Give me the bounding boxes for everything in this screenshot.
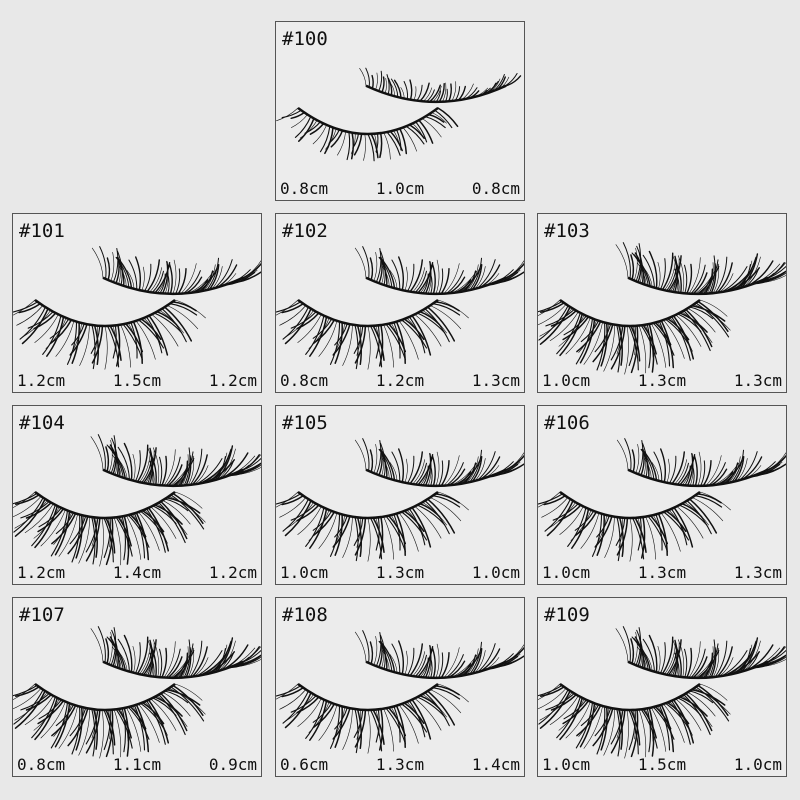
lash-length-label: 1.0cm <box>733 755 782 774</box>
lower-lash-strip <box>13 298 206 370</box>
lash-length-label: 1.2cm <box>17 371 66 390</box>
lash-tile: #108 0.6cm 1.3cm 1.4cm <box>275 597 525 777</box>
upper-lash-strip <box>615 626 786 680</box>
upper-lash-strip <box>359 67 522 104</box>
upper-lash-strip <box>354 246 524 296</box>
lash-tile: #102 0.8cm 1.2cm 1.3cm <box>275 213 525 393</box>
lash-length-label: 1.4cm <box>471 755 520 774</box>
product-code: #104 <box>19 412 65 434</box>
lash-tile: #103 1.0cm 1.3cm 1.3cm <box>537 213 787 393</box>
eyelash-pair-image <box>13 434 261 567</box>
lash-tile: #104 1.2cm 1.4cm 1.2cm <box>12 405 262 585</box>
lash-length-label: 0.8cm <box>17 755 66 774</box>
upper-lash-strip <box>616 438 786 488</box>
upper-lash-strip <box>354 630 524 680</box>
lash-length-label: 0.8cm <box>471 179 520 198</box>
lower-lash-strip <box>538 682 731 759</box>
lash-tile: #109 1.0cm 1.5cm 1.0cm <box>537 597 787 777</box>
upper-lash-strip <box>90 434 261 488</box>
lash-length-row: 0.8cm 1.0cm 0.8cm <box>280 179 520 198</box>
lower-lash-strip <box>276 682 469 754</box>
lash-length-row: 0.6cm 1.3cm 1.4cm <box>280 755 520 774</box>
lash-tile: #106 1.0cm 1.3cm 1.3cm <box>537 405 787 585</box>
lash-length-label: 1.0cm <box>542 755 591 774</box>
lash-length-label: 1.5cm <box>637 755 687 774</box>
lash-length-label: 1.3cm <box>375 563 425 582</box>
lash-length-label: 1.3cm <box>637 563 687 582</box>
lower-lash-strip <box>13 490 206 567</box>
lower-lash-strip <box>276 298 469 370</box>
lash-length-label: 0.8cm <box>280 179 329 198</box>
lash-length-label: 1.3cm <box>637 371 687 390</box>
lower-lash-strip <box>13 682 206 759</box>
eyelash-pair-image <box>276 438 524 562</box>
lash-length-label: 1.2cm <box>208 563 257 582</box>
lash-length-label: 1.3cm <box>733 371 782 390</box>
product-code: #101 <box>19 220 65 242</box>
lash-length-label: 1.0cm <box>375 179 425 198</box>
lash-length-label: 1.0cm <box>542 371 591 390</box>
lash-length-label: 1.3cm <box>375 755 425 774</box>
lash-length-row: 1.0cm 1.3cm 1.0cm <box>280 563 520 582</box>
eyelash-pair-image <box>276 246 524 370</box>
lash-length-label: 1.0cm <box>542 563 591 582</box>
lash-length-label: 1.2cm <box>208 371 257 390</box>
lash-length-label: 1.3cm <box>733 563 782 582</box>
eyelash-pair-image <box>13 626 261 759</box>
product-code: #100 <box>282 28 328 50</box>
lash-length-label: 1.1cm <box>112 755 162 774</box>
eyelash-pair-image <box>538 242 786 375</box>
lash-tile: #107 0.8cm 1.1cm 0.9cm <box>12 597 262 777</box>
eyelash-pair-image <box>538 438 786 562</box>
eyelash-pair-image <box>538 626 786 759</box>
eyelash-pair-image <box>13 246 261 370</box>
product-code: #107 <box>19 604 65 626</box>
lash-tile: #100 0.8cm 1.0cm 0.8cm <box>275 21 525 201</box>
lash-length-label: 1.5cm <box>112 371 162 390</box>
lash-length-row: 1.0cm 1.3cm 1.3cm <box>542 563 782 582</box>
lash-length-row: 1.2cm 1.5cm 1.2cm <box>17 371 257 390</box>
lash-length-label: 1.4cm <box>112 563 162 582</box>
upper-lash-strip <box>90 626 261 680</box>
product-code: #105 <box>282 412 328 434</box>
lower-lash-strip <box>538 490 731 562</box>
lower-lash-strip <box>276 106 459 162</box>
product-code: #106 <box>544 412 590 434</box>
lash-length-label: 0.8cm <box>280 371 329 390</box>
lash-length-row: 0.8cm 1.1cm 0.9cm <box>17 755 257 774</box>
lower-lash-strip <box>538 298 731 375</box>
product-code: #103 <box>544 220 590 242</box>
eyelash-pair-image <box>276 67 522 162</box>
product-code: #109 <box>544 604 590 626</box>
lash-length-label: 1.3cm <box>471 371 520 390</box>
lash-length-label: 0.6cm <box>280 755 329 774</box>
lash-length-row: 1.0cm 1.5cm 1.0cm <box>542 755 782 774</box>
lash-length-label: 1.0cm <box>280 563 329 582</box>
upper-lash-strip <box>354 438 524 488</box>
product-code: #102 <box>282 220 328 242</box>
lash-length-row: 1.2cm 1.4cm 1.2cm <box>17 563 257 582</box>
upper-lash-strip <box>91 246 261 296</box>
lash-length-row: 1.0cm 1.3cm 1.3cm <box>542 371 782 390</box>
lash-length-label: 1.2cm <box>375 371 425 390</box>
lash-tile: #105 1.0cm 1.3cm 1.0cm <box>275 405 525 585</box>
lash-length-label: 1.2cm <box>17 563 66 582</box>
product-code: #108 <box>282 604 328 626</box>
lash-length-row: 0.8cm 1.2cm 1.3cm <box>280 371 520 390</box>
lash-length-label: 1.0cm <box>471 563 520 582</box>
lower-lash-strip <box>276 490 469 562</box>
eyelash-pair-image <box>276 630 524 754</box>
lash-tile: #101 1.2cm 1.5cm 1.2cm <box>12 213 262 393</box>
upper-lash-strip <box>615 242 786 296</box>
lash-length-label: 0.9cm <box>208 755 257 774</box>
